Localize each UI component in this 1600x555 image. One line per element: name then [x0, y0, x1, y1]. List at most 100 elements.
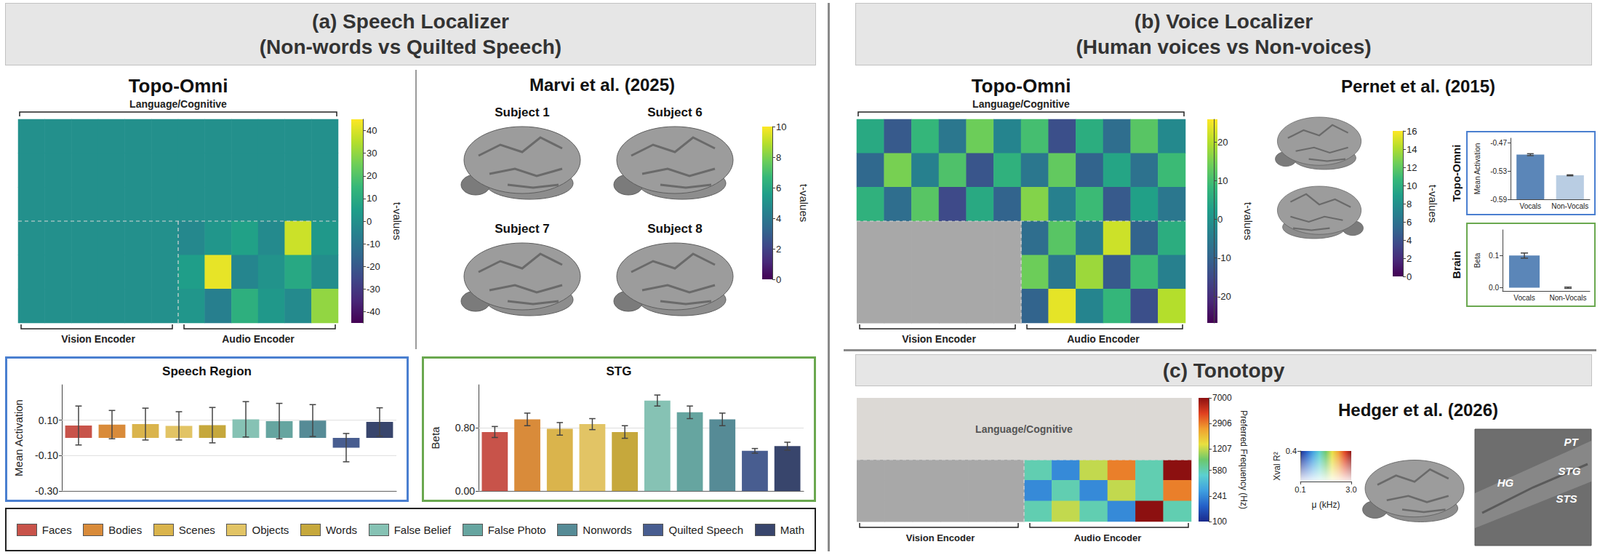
- svg-text:STG: STG: [606, 364, 632, 379]
- svg-text:Beta: Beta: [1473, 252, 1482, 268]
- svg-text:Subject 1: Subject 1: [494, 105, 550, 120]
- svg-text:Xval R²: Xval R²: [1272, 451, 1283, 480]
- svg-text:Language/Cognitive: Language/Cognitive: [129, 98, 227, 110]
- svg-text:Audio Encoder: Audio Encoder: [1066, 333, 1140, 345]
- svg-text:Vision Encoder: Vision Encoder: [906, 532, 975, 544]
- html-text:(c) Tonotopy: (c) Tonotopy: [1162, 358, 1285, 382]
- svg-text:10: 10: [366, 192, 377, 204]
- html-text:Nonwords: Nonwords: [582, 523, 632, 536]
- svg-text:4: 4: [776, 213, 782, 224]
- svg-text:Non-Vocals: Non-Vocals: [1551, 202, 1589, 211]
- svg-text:0.4: 0.4: [1285, 446, 1297, 456]
- html-text:(a) Speech Localizer: (a) Speech Localizer: [312, 10, 510, 33]
- svg-text:-0.53: -0.53: [1490, 167, 1507, 176]
- svg-text:0.1: 0.1: [1294, 485, 1306, 494]
- svg-text:0.0: 0.0: [1488, 283, 1499, 292]
- svg-text:t-values: t-values: [1242, 202, 1255, 241]
- svg-text:-20: -20: [366, 261, 381, 272]
- svg-text:1207: 1207: [1212, 443, 1232, 454]
- html-text:Faces: Faces: [42, 523, 72, 536]
- svg-text:30: 30: [366, 147, 377, 159]
- svg-text:Language/Cognitive: Language/Cognitive: [972, 98, 1070, 110]
- html-text:Words: Words: [325, 523, 358, 536]
- svg-text:0: 0: [776, 274, 782, 286]
- svg-text:STG: STG: [1558, 464, 1582, 478]
- svg-text:12: 12: [1406, 162, 1417, 174]
- svg-text:Language/Cognitive: Language/Cognitive: [975, 423, 1073, 435]
- svg-text:20: 20: [366, 170, 377, 182]
- svg-text:-0.30: -0.30: [34, 485, 59, 497]
- svg-text:t-values: t-values: [797, 184, 811, 223]
- html-text:(Human voices vs Non-voices): (Human voices vs Non-voices): [1075, 35, 1372, 59]
- svg-text:Hedger et al. (2026): Hedger et al. (2026): [1338, 400, 1499, 420]
- html-text:False Photo: False Photo: [487, 523, 546, 536]
- svg-text:Vision Encoder: Vision Encoder: [901, 333, 976, 345]
- svg-text:0.1: 0.1: [1488, 251, 1499, 260]
- svg-text:6: 6: [776, 182, 782, 194]
- svg-text:Mean Activation: Mean Activation: [1473, 143, 1482, 195]
- html-text:False Belief: False Belief: [393, 523, 451, 536]
- svg-text:-10: -10: [1217, 252, 1232, 264]
- svg-text:8: 8: [1406, 198, 1412, 210]
- svg-text:t-values: t-values: [1426, 184, 1440, 224]
- svg-text:580: 580: [1212, 465, 1227, 476]
- svg-text:Non-Vocals: Non-Vocals: [1549, 293, 1587, 302]
- svg-text:Subject 7: Subject 7: [494, 221, 550, 236]
- svg-text:Vocals: Vocals: [1520, 202, 1542, 211]
- svg-text:Vocals: Vocals: [1513, 293, 1535, 302]
- svg-text:0: 0: [1406, 271, 1412, 283]
- svg-text:0.10: 0.10: [38, 414, 59, 427]
- svg-text:Beta: Beta: [429, 426, 442, 450]
- svg-text:2906: 2906: [1212, 418, 1232, 429]
- html-text:Objects: Objects: [252, 523, 289, 536]
- svg-text:4: 4: [1406, 234, 1412, 246]
- svg-text:-0.10: -0.10: [34, 449, 59, 462]
- html-text:Scenes: Scenes: [178, 523, 216, 536]
- svg-text:Subject 6: Subject 6: [647, 105, 703, 120]
- svg-text:2: 2: [776, 243, 782, 255]
- svg-text:6: 6: [1406, 216, 1412, 228]
- svg-text:0.80: 0.80: [455, 421, 475, 434]
- svg-text:10: 10: [776, 121, 787, 133]
- svg-text:7000: 7000: [1212, 392, 1232, 403]
- svg-text:t-values: t-values: [391, 202, 404, 241]
- svg-text:Audio Encoder: Audio Encoder: [1074, 532, 1142, 544]
- svg-text:2: 2: [1406, 253, 1412, 264]
- svg-text:10: 10: [1406, 180, 1417, 192]
- svg-text:241: 241: [1212, 490, 1227, 502]
- svg-text:-20: -20: [1217, 290, 1232, 302]
- svg-text:20: 20: [1217, 136, 1228, 148]
- svg-text:8: 8: [776, 152, 782, 163]
- svg-text:Subject 8: Subject 8: [647, 221, 703, 236]
- svg-text:3.0: 3.0: [1345, 485, 1357, 494]
- svg-text:-30: -30: [366, 283, 381, 295]
- svg-text:STS: STS: [1555, 492, 1577, 505]
- svg-text:-0.59: -0.59: [1490, 195, 1507, 204]
- svg-text:-40: -40: [366, 306, 381, 318]
- svg-text:Pernet et al. (2015): Pernet et al. (2015): [1341, 76, 1496, 96]
- svg-text:Topo-Omni: Topo-Omni: [128, 74, 229, 97]
- svg-text:HG: HG: [1497, 476, 1515, 489]
- svg-text:PT: PT: [1563, 435, 1579, 448]
- html-text:(b) Voice Localizer: (b) Voice Localizer: [1134, 10, 1313, 33]
- svg-text:Vision Encoder: Vision Encoder: [61, 333, 136, 345]
- svg-text:-10: -10: [366, 238, 381, 250]
- svg-text:0: 0: [366, 216, 372, 227]
- svg-text:40: 40: [366, 125, 377, 136]
- svg-text:Audio Encoder: Audio Encoder: [221, 333, 295, 345]
- svg-text:16: 16: [1406, 125, 1417, 137]
- svg-text:10: 10: [1217, 175, 1228, 187]
- svg-text:Marvi et al. (2025): Marvi et al. (2025): [529, 74, 675, 95]
- svg-text:μ (kHz): μ (kHz): [1312, 499, 1341, 510]
- svg-text:0.00: 0.00: [455, 485, 475, 497]
- svg-text:100: 100: [1212, 516, 1227, 527]
- svg-text:Topo-Omni: Topo-Omni: [971, 74, 1072, 97]
- svg-text:14: 14: [1406, 144, 1417, 155]
- svg-text:Speech Region: Speech Region: [162, 364, 252, 379]
- svg-text:0: 0: [1217, 213, 1223, 225]
- svg-text:-0.47: -0.47: [1490, 138, 1507, 147]
- html-text:(Non-words vs Quilted Speech): (Non-words vs Quilted Speech): [259, 35, 562, 59]
- svg-text:Preferred Frequency (Hz): Preferred Frequency (Hz): [1238, 410, 1249, 510]
- html-text:Bodies: Bodies: [108, 523, 142, 536]
- svg-text:Mean Activation: Mean Activation: [12, 399, 25, 477]
